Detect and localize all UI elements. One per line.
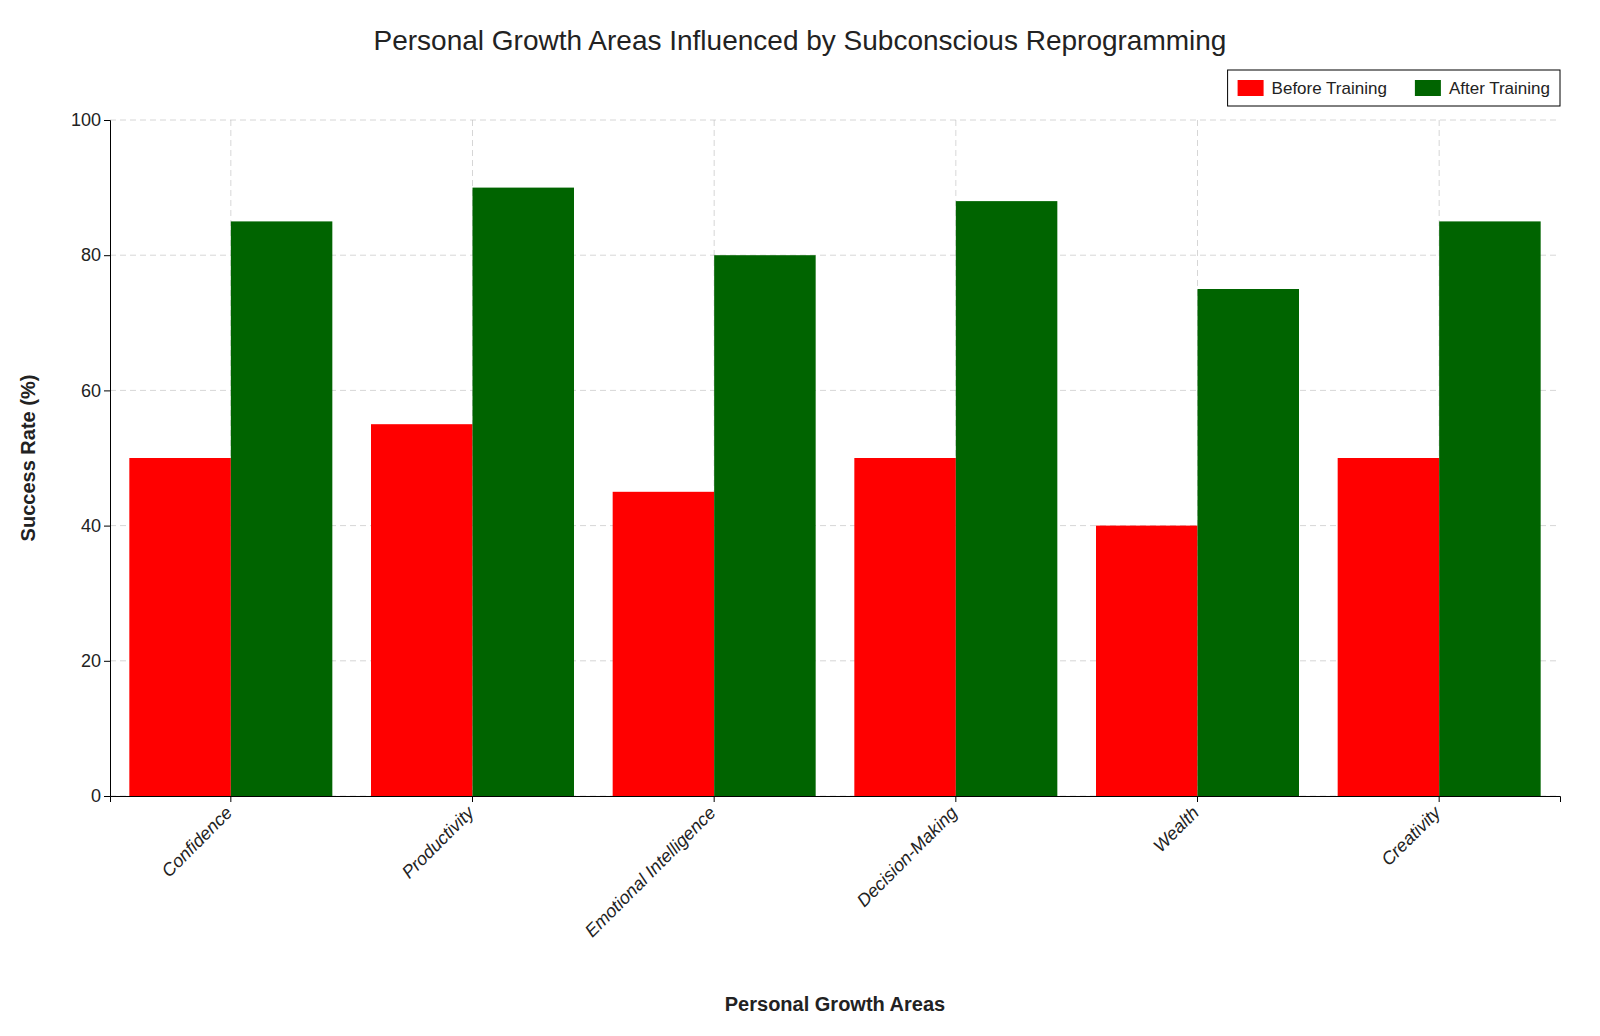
- x-tick-label: Wealth: [1149, 803, 1203, 857]
- legend: Before Training After Training: [1228, 70, 1560, 106]
- x-tick: Productivity: [398, 796, 479, 882]
- tick-mark: [104, 661, 110, 662]
- tick-mark: [104, 390, 110, 391]
- chart: Personal Growth Areas Influenced by Subc…: [0, 0, 1600, 1036]
- tick-mark: [1439, 796, 1440, 802]
- x-axis: Confidence Productivity Emotional Intellig…: [111, 796, 1561, 941]
- tick-mark: [104, 120, 110, 121]
- x-tick: Creativity: [1377, 796, 1445, 870]
- tick-mark: [104, 796, 110, 797]
- bar: [1439, 221, 1541, 796]
- plot-area: [129, 188, 1540, 796]
- y-tick: 0: [91, 786, 110, 806]
- axis-line: [111, 797, 1561, 803]
- bar: [371, 424, 473, 796]
- legend-item: After Training: [1415, 79, 1550, 98]
- bar-series: [231, 188, 1541, 796]
- y-tick: 80: [81, 245, 110, 265]
- tick-mark: [714, 796, 715, 802]
- x-tick: Confidence: [158, 796, 237, 881]
- tick-mark: [472, 796, 473, 802]
- grid-line: [110, 120, 1560, 121]
- y-tick-label: 80: [81, 245, 101, 265]
- legend-item: Before Training: [1238, 79, 1387, 98]
- bar: [129, 458, 231, 796]
- legend-label: After Training: [1449, 79, 1550, 98]
- x-tick-label: Productivity: [398, 802, 479, 883]
- x-tick: Wealth: [1149, 796, 1203, 856]
- bar: [714, 255, 816, 796]
- legend-label: Before Training: [1272, 79, 1387, 98]
- grid: [110, 120, 1560, 796]
- y-tick-label: 40: [81, 516, 101, 536]
- tick-mark: [230, 796, 231, 802]
- x-tick: Emotional Intelligence: [581, 796, 720, 941]
- x-axis-title: Personal Growth Areas: [725, 993, 945, 1015]
- y-tick: 100: [71, 110, 110, 130]
- axis-line: [104, 121, 111, 797]
- bar: [1198, 289, 1300, 796]
- y-tick: 20: [81, 651, 110, 671]
- tick-mark: [104, 526, 110, 527]
- bar: [1096, 526, 1198, 796]
- x-tick: Decision-Making: [853, 796, 961, 911]
- tick-mark: [955, 796, 956, 802]
- y-tick-label: 0: [91, 786, 101, 806]
- y-tick: 60: [81, 381, 110, 401]
- y-tick-label: 20: [81, 651, 101, 671]
- y-tick-label: 100: [71, 110, 101, 130]
- legend-frame: [1228, 70, 1560, 106]
- legend-swatch: [1415, 80, 1441, 96]
- legend-swatch: [1238, 80, 1264, 96]
- bar: [854, 458, 956, 796]
- tick-mark: [104, 255, 110, 256]
- x-tick-label: Emotional Intelligence: [581, 803, 720, 942]
- y-tick-label: 60: [81, 381, 101, 401]
- bar: [956, 201, 1057, 796]
- title: Personal Growth Areas Influenced by Subc…: [374, 25, 1227, 56]
- bar: [1338, 458, 1440, 796]
- bar: [473, 188, 575, 796]
- bar: [613, 492, 715, 796]
- tick-mark: [1197, 796, 1198, 802]
- x-tick-label: Decision-Making: [853, 803, 961, 911]
- y-axis-title: Success Rate (%): [17, 375, 39, 542]
- x-tick-label: Confidence: [158, 803, 237, 882]
- bar: [231, 221, 332, 796]
- y-axis: 0 20 40 60 80 100: [71, 110, 111, 806]
- x-tick-label: Creativity: [1377, 802, 1445, 870]
- y-tick: 40: [81, 516, 110, 536]
